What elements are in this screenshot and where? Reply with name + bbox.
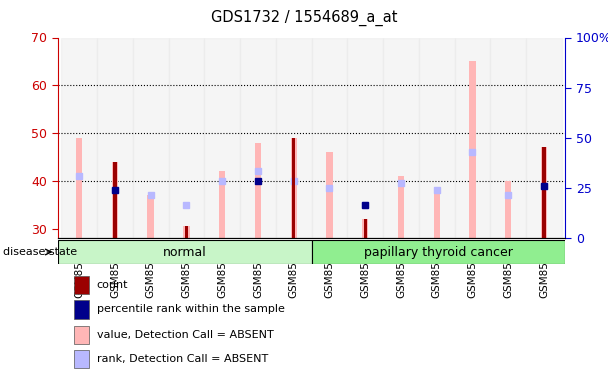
Bar: [362, 219, 368, 238]
Bar: [113, 162, 117, 238]
Text: papillary thyroid cancer: papillary thyroid cancer: [364, 246, 513, 259]
Bar: [292, 138, 295, 238]
Bar: [240, 38, 276, 238]
Bar: [276, 38, 311, 238]
Bar: [542, 147, 545, 238]
Bar: [255, 142, 261, 238]
Text: value, Detection Call = ABSENT: value, Detection Call = ABSENT: [97, 330, 274, 340]
Bar: [491, 38, 526, 238]
Bar: [455, 38, 491, 238]
Bar: [291, 138, 297, 238]
Bar: [183, 226, 190, 238]
Bar: [383, 38, 419, 238]
Text: GDS1732 / 1554689_a_at: GDS1732 / 1554689_a_at: [211, 9, 397, 26]
Bar: [526, 38, 562, 238]
Bar: [74, 350, 89, 368]
FancyBboxPatch shape: [58, 240, 311, 264]
FancyBboxPatch shape: [311, 240, 565, 264]
Bar: [469, 62, 475, 238]
Bar: [97, 38, 133, 238]
Bar: [204, 38, 240, 238]
Bar: [398, 176, 404, 238]
Text: disease state: disease state: [3, 247, 77, 257]
Text: percentile rank within the sample: percentile rank within the sample: [97, 304, 285, 315]
Text: rank, Detection Call = ABSENT: rank, Detection Call = ABSENT: [97, 354, 268, 364]
Bar: [326, 152, 333, 238]
Bar: [61, 38, 97, 238]
Bar: [541, 147, 547, 238]
Bar: [74, 300, 89, 319]
Bar: [419, 38, 455, 238]
Bar: [74, 276, 89, 294]
Bar: [219, 171, 226, 238]
Text: normal: normal: [163, 246, 207, 259]
Bar: [168, 38, 204, 238]
Bar: [311, 38, 347, 238]
Bar: [133, 38, 168, 238]
Bar: [74, 326, 89, 344]
Bar: [505, 181, 511, 238]
Bar: [347, 38, 383, 238]
Bar: [364, 219, 367, 238]
Bar: [148, 195, 154, 238]
Text: count: count: [97, 280, 128, 290]
Bar: [112, 162, 118, 238]
Bar: [185, 226, 188, 238]
Bar: [76, 138, 83, 238]
Bar: [434, 190, 440, 238]
